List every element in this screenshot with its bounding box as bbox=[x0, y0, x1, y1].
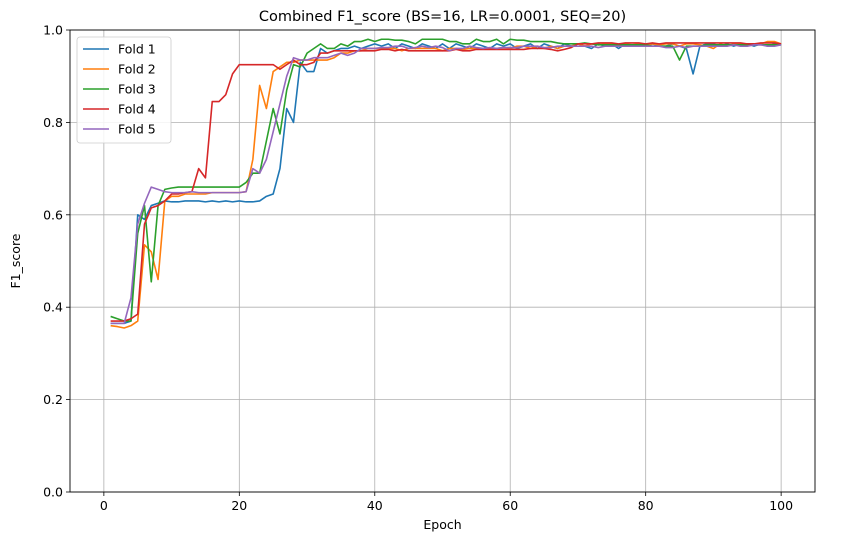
legend: Fold 1 Fold 2 Fold 3 Fold 4 Fold 5 bbox=[76, 36, 172, 144]
x-tick-label: 60 bbox=[502, 498, 518, 513]
y-tick-label: 0.4 bbox=[43, 300, 63, 315]
x-tick-label: 100 bbox=[769, 498, 793, 513]
legend-label: Fold 3 bbox=[118, 82, 156, 97]
series-line-fold-4 bbox=[110, 42, 782, 322]
x-tick-label: 80 bbox=[638, 498, 654, 513]
x-tick-label: 40 bbox=[367, 498, 383, 513]
plot-frame bbox=[69, 29, 816, 493]
series-line-fold-5 bbox=[110, 43, 782, 325]
series-line-fold-1 bbox=[110, 43, 782, 325]
y-tick-label: 0.8 bbox=[43, 115, 63, 130]
y-tick-label: 1.0 bbox=[43, 23, 63, 38]
legend-label: Fold 4 bbox=[118, 102, 156, 117]
y-tick-label: 0.2 bbox=[43, 392, 63, 407]
y-tick-label: 0.0 bbox=[43, 485, 63, 500]
chart-title: Combined F1_score (BS=16, LR=0.0001, SEQ… bbox=[259, 9, 626, 25]
legend-box bbox=[76, 36, 172, 144]
series-line-fold-3 bbox=[110, 38, 782, 322]
x-tick-label: 20 bbox=[231, 498, 247, 513]
legend-label: Fold 2 bbox=[118, 62, 156, 77]
y-axis-label: F1_score bbox=[8, 233, 23, 288]
axis-ticks: 0 20 40 60 80 100 0.0 0.2 0.4 0.6 0.8 1.0 bbox=[43, 23, 793, 514]
legend-label: Fold 1 bbox=[118, 42, 156, 57]
x-tick-label: 0 bbox=[100, 498, 108, 513]
x-axis-label: Epoch bbox=[423, 517, 461, 532]
legend-label: Fold 5 bbox=[118, 122, 156, 137]
series-layer bbox=[110, 38, 782, 329]
y-tick-label: 0.6 bbox=[43, 207, 63, 222]
